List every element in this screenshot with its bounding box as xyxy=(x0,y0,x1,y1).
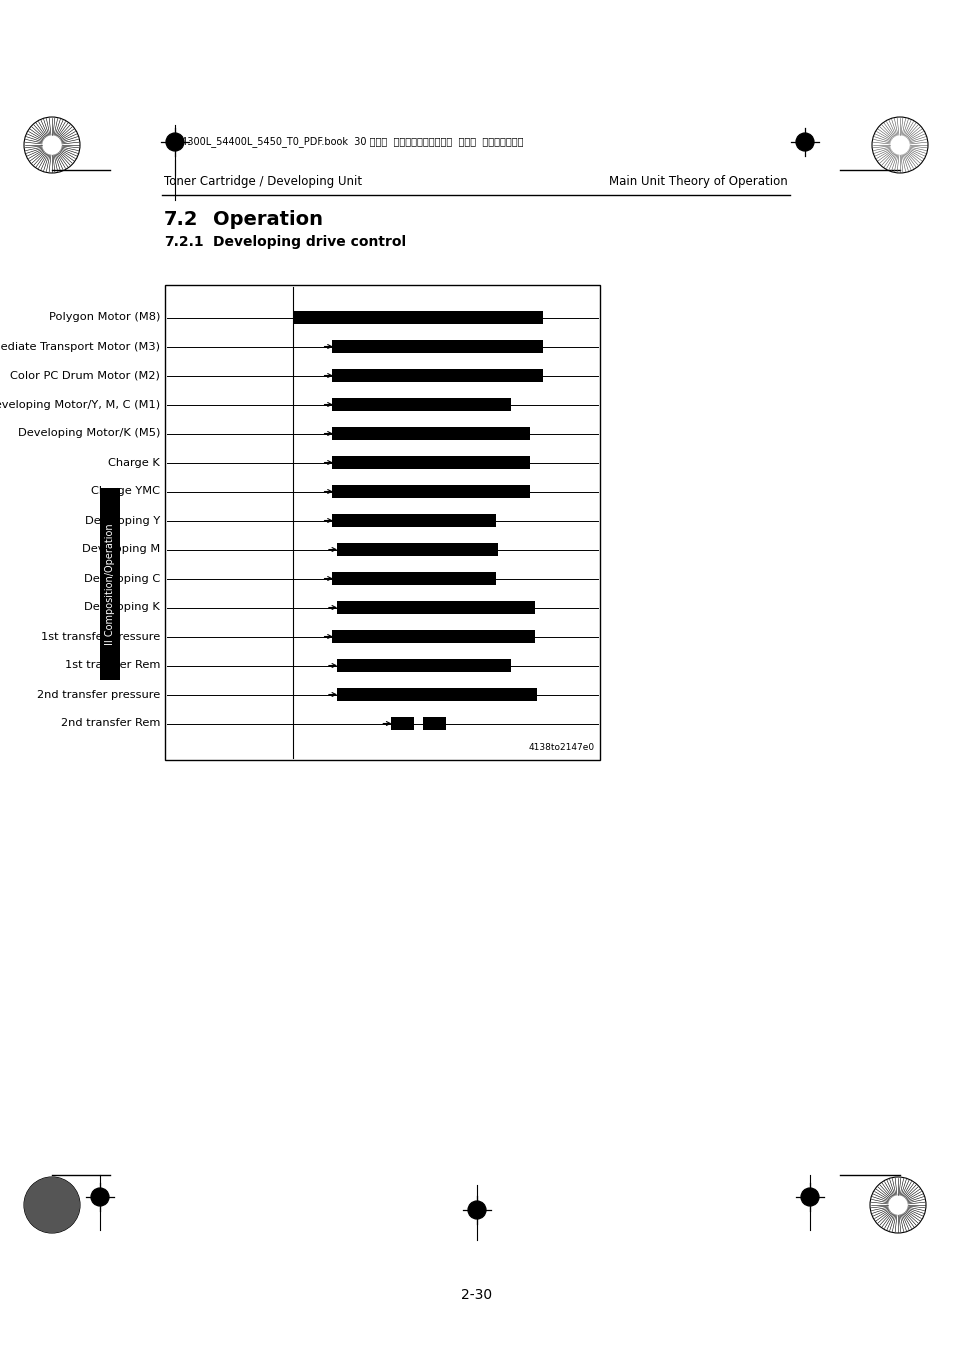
Circle shape xyxy=(172,139,177,145)
Bar xyxy=(336,543,497,557)
Bar xyxy=(333,571,495,585)
Circle shape xyxy=(24,1177,80,1233)
Bar xyxy=(336,688,537,701)
Bar xyxy=(333,630,535,643)
Circle shape xyxy=(468,1201,485,1219)
Bar xyxy=(333,369,543,382)
Circle shape xyxy=(474,1208,479,1212)
Text: Developing Motor/Y, M, C (M1): Developing Motor/Y, M, C (M1) xyxy=(0,400,160,409)
Circle shape xyxy=(801,1188,818,1206)
Bar xyxy=(293,311,543,324)
Bar xyxy=(333,485,530,499)
Text: Toner Cartridge / Developing Unit: Toner Cartridge / Developing Unit xyxy=(164,176,362,188)
Text: 2nd transfer pressure: 2nd transfer pressure xyxy=(37,689,160,700)
Text: Intermediate Transport Motor (M3): Intermediate Transport Motor (M3) xyxy=(0,342,160,351)
Text: Developing Y: Developing Y xyxy=(85,516,160,526)
Bar xyxy=(336,601,535,615)
Circle shape xyxy=(806,1194,812,1200)
Circle shape xyxy=(166,132,184,151)
Text: Developing drive control: Developing drive control xyxy=(213,235,406,249)
Text: 2-30: 2-30 xyxy=(461,1288,492,1302)
Circle shape xyxy=(795,132,813,151)
Text: Main Unit Theory of Operation: Main Unit Theory of Operation xyxy=(609,176,787,188)
Bar xyxy=(100,488,120,680)
Bar xyxy=(333,427,530,440)
Bar xyxy=(333,455,530,469)
Text: Developing Motor/K (M5): Developing Motor/K (M5) xyxy=(17,428,160,439)
Bar xyxy=(391,716,414,731)
Text: Charge YMC: Charge YMC xyxy=(91,486,160,497)
Text: Developing K: Developing K xyxy=(84,603,160,612)
Text: 7.2.1: 7.2.1 xyxy=(164,235,203,249)
Circle shape xyxy=(801,139,806,145)
Circle shape xyxy=(24,1177,80,1233)
Text: 7.2: 7.2 xyxy=(164,209,198,230)
Bar xyxy=(165,285,599,761)
Text: 54300L_54400L_5450_T0_PDF.book  30 ページ  ２００５年４月１２日  火曜日  午後４時４９分: 54300L_54400L_5450_T0_PDF.book 30 ページ ２０… xyxy=(174,136,523,147)
Text: Developing M: Developing M xyxy=(82,544,160,554)
Circle shape xyxy=(97,1194,102,1200)
Text: Polygon Motor (M8): Polygon Motor (M8) xyxy=(49,312,160,323)
Text: Charge K: Charge K xyxy=(108,458,160,467)
Bar xyxy=(333,339,543,354)
Text: Developing C: Developing C xyxy=(84,574,160,584)
Text: Color PC Drum Motor (M2): Color PC Drum Motor (M2) xyxy=(10,370,160,381)
Text: 4138to2147e0: 4138to2147e0 xyxy=(528,743,595,753)
Bar xyxy=(336,658,510,673)
Bar xyxy=(333,513,495,527)
Text: II Composition/Operation: II Composition/Operation xyxy=(105,523,115,644)
Text: 2nd transfer Rem: 2nd transfer Rem xyxy=(61,719,160,728)
Text: 1st transfer pressure: 1st transfer pressure xyxy=(41,631,160,642)
Bar xyxy=(422,716,445,731)
Text: Operation: Operation xyxy=(213,209,323,230)
Circle shape xyxy=(91,1188,109,1206)
Text: 1st transfer Rem: 1st transfer Rem xyxy=(65,661,160,670)
Bar xyxy=(333,397,510,412)
